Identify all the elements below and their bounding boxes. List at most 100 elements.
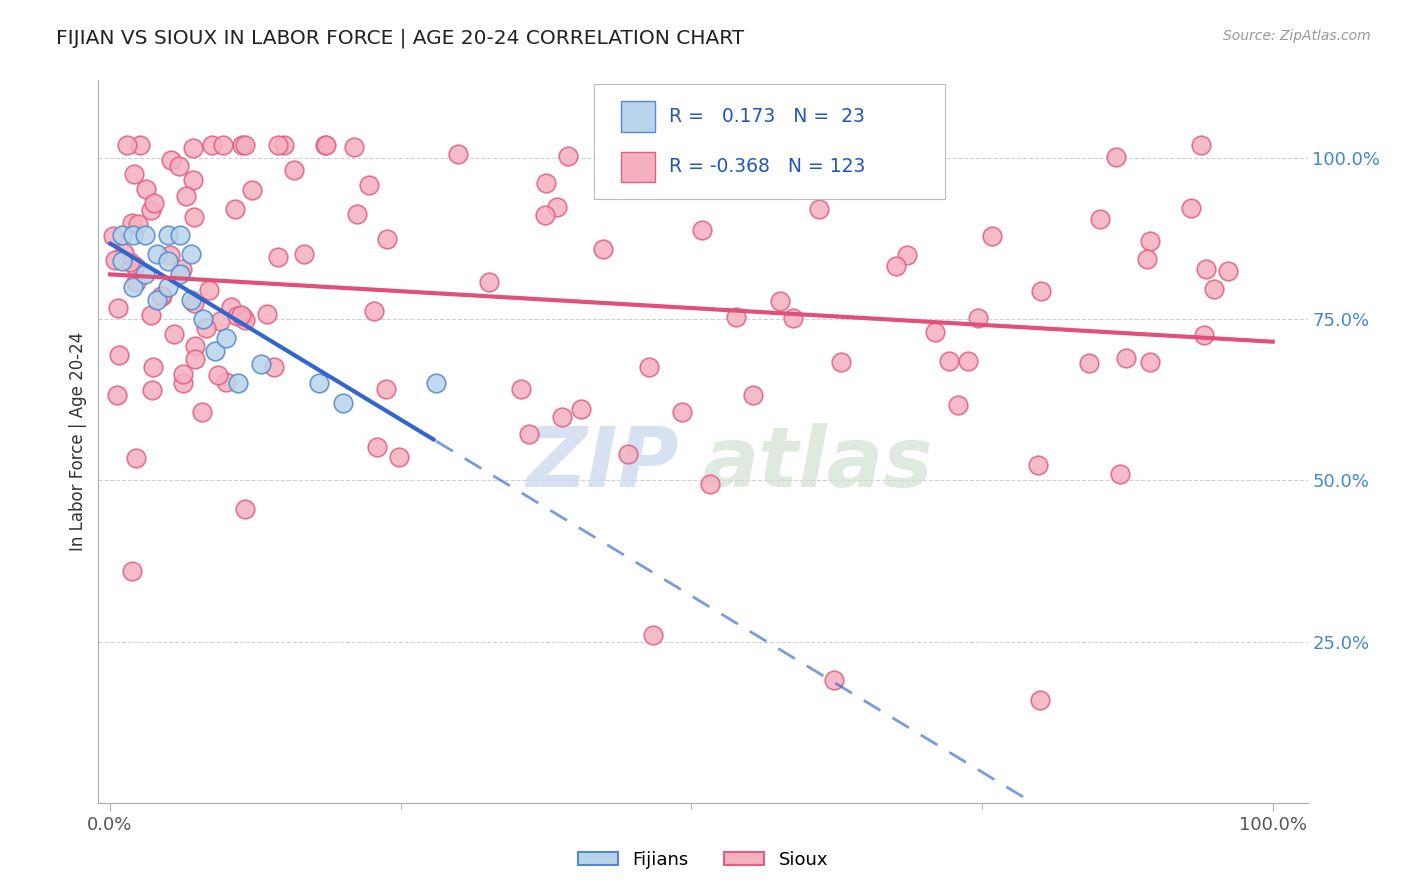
Point [172,368,194,382]
Point [825,160,848,174]
Point [191,312,214,326]
Point [235,502,257,516]
Point [121,565,143,579]
Point [101,229,124,244]
Point [157,254,180,268]
Point [211,137,233,152]
Point [363,304,385,318]
Point [121,216,143,230]
Point [292,247,315,261]
Point [181,173,204,187]
Point [240,183,263,197]
Text: FIJIAN VS SIOUX IN LABOR FORCE | AGE 20-24 CORRELATION CHART: FIJIAN VS SIOUX IN LABOR FORCE | AGE 20-… [56,29,744,48]
Point [314,137,336,152]
Point [105,388,128,402]
Legend: Fijians, Sioux: Fijians, Sioux [571,844,835,876]
Point [142,196,165,211]
FancyBboxPatch shape [621,152,655,182]
Text: R =   0.173   N =  23: R = 0.173 N = 23 [669,107,865,126]
Point [690,223,713,237]
Point [1139,355,1161,369]
Point [159,248,181,262]
Point [112,246,135,260]
Point [250,357,273,371]
Point [478,275,501,289]
Point [169,267,191,281]
Point [569,401,592,416]
Point [1202,282,1225,296]
Point [145,247,167,261]
Point [176,189,198,203]
Point [157,279,180,293]
Point [122,279,145,293]
Point [128,137,150,152]
Point [830,355,852,369]
Point [332,396,354,410]
Point [201,137,224,152]
Point [425,376,447,391]
FancyBboxPatch shape [621,101,655,132]
Point [643,628,665,642]
Point [233,137,256,152]
Point [638,360,661,375]
Point [183,296,205,310]
Point [157,228,180,243]
Point [204,344,226,359]
Point [1136,252,1159,267]
Point [741,388,763,402]
Point [1115,351,1137,365]
Point [267,137,290,152]
Text: ZIP: ZIP [526,423,679,504]
Point [232,310,254,324]
Point [546,200,568,214]
Point [617,447,640,461]
Point [1216,264,1239,278]
Point [1088,212,1111,227]
Point [125,275,148,289]
Point [375,232,398,246]
Point [273,137,295,152]
Point [1026,458,1049,472]
Point [1078,356,1101,370]
Point [263,359,285,374]
Point [172,376,194,391]
Point [896,247,918,261]
Point [122,228,145,243]
Point [226,309,249,323]
Point [1029,692,1052,706]
Point [388,450,411,464]
FancyBboxPatch shape [595,84,945,200]
Point [198,283,221,297]
Point [118,255,141,269]
Point [1180,202,1202,216]
Point [111,228,134,243]
Point [517,427,540,442]
Point [1195,262,1218,277]
Point [233,312,256,326]
Point [108,348,131,362]
Point [956,354,979,368]
Point [115,137,138,152]
Point [183,141,205,155]
Point [308,376,330,391]
Point [256,307,278,321]
Point [135,182,157,196]
Point [183,210,205,224]
Point [191,405,214,419]
Point [229,309,252,323]
Point [1108,467,1130,481]
Point [231,137,253,152]
Point [823,673,845,688]
Point [139,202,162,217]
Point [180,247,202,261]
Point [160,153,183,167]
Point [967,310,990,325]
Point [699,477,721,491]
Point [111,254,134,268]
Point [938,353,960,368]
Point [124,259,146,273]
Point [134,228,156,243]
Point [184,352,207,367]
Text: atlas: atlas [703,423,934,504]
Point [551,409,574,424]
